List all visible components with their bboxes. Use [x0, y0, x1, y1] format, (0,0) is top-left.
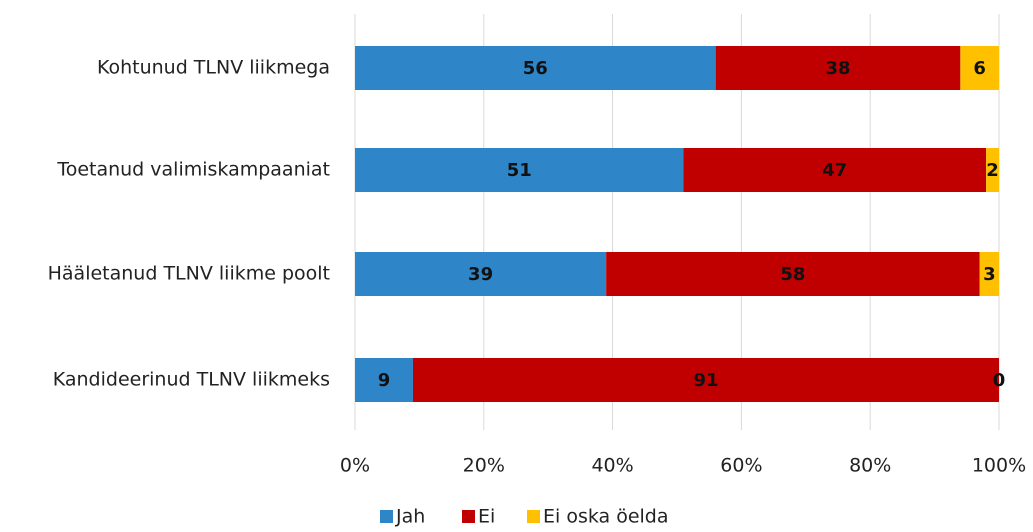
data-label: 3 [983, 264, 996, 285]
legend-swatch [380, 510, 393, 523]
y-tick-label: Hääletanud TLNV liikme poolt [48, 263, 330, 285]
x-tick-label: 40% [591, 455, 633, 477]
x-tick-label: 0% [340, 455, 370, 477]
data-label: 0 [993, 370, 1006, 391]
data-label: 91 [693, 370, 718, 391]
legend-label: Ei oska öelda [543, 506, 669, 528]
bar-segment [606, 252, 980, 296]
bar-segment [355, 252, 607, 296]
bar-segment [715, 46, 961, 90]
bar-segment [979, 252, 999, 296]
bar-segment [960, 46, 999, 90]
y-tick-label: Kohtunud TLNV liikmega [97, 57, 330, 79]
bar-segment [355, 148, 684, 192]
bar-segment [683, 148, 987, 192]
x-tick-label: 60% [720, 455, 762, 477]
x-tick-label: 20% [463, 455, 505, 477]
x-tick-label: 80% [849, 455, 891, 477]
data-label: 58 [780, 264, 805, 285]
y-tick-label: Toetanud valimiskampaaniat [56, 159, 330, 181]
data-label: 6 [973, 58, 986, 79]
x-tick-label: 100% [972, 455, 1026, 477]
data-label: 56 [523, 58, 548, 79]
bar-segment [412, 358, 1000, 402]
bar-segment [355, 46, 716, 90]
legend-label: Ei [478, 506, 495, 528]
data-label: 47 [822, 160, 847, 181]
legend-label: Jah [395, 506, 425, 528]
bar-segment [986, 148, 999, 192]
data-label: 38 [825, 58, 850, 79]
legend-swatch [462, 510, 475, 523]
legend-swatch [527, 510, 540, 523]
data-label: 51 [507, 160, 532, 181]
y-tick-label: Kandideerinud TLNV liikmeks [53, 369, 330, 391]
data-label: 39 [468, 264, 493, 285]
bar-segment [355, 358, 413, 402]
data-label: 2 [986, 160, 999, 181]
data-label: 9 [378, 370, 391, 391]
